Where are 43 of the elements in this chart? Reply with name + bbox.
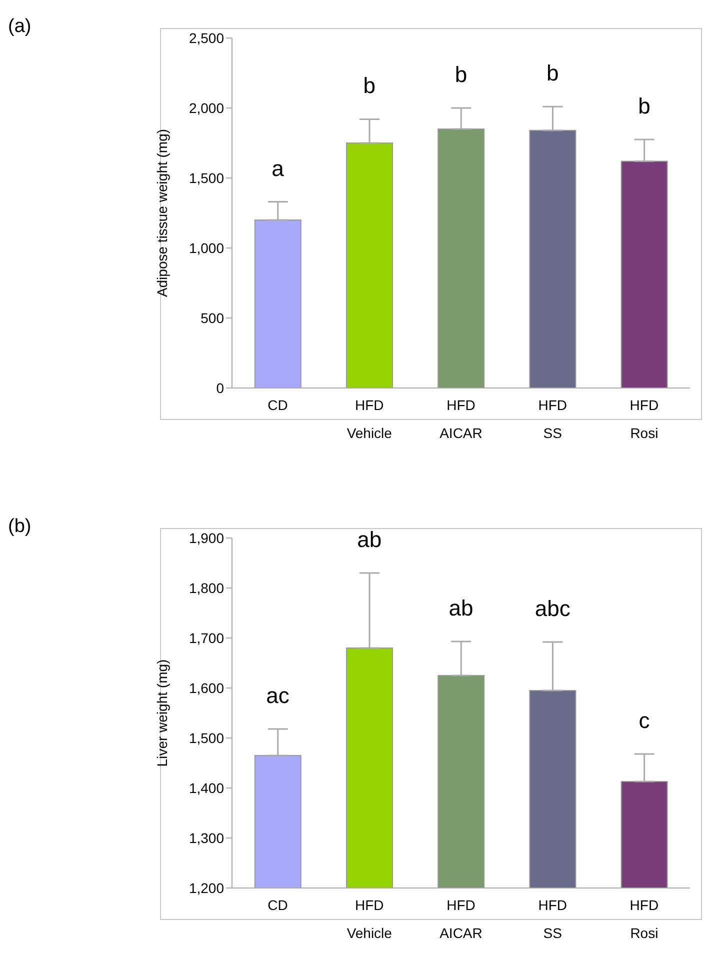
annotation: b bbox=[363, 73, 376, 98]
y-tick-label: 1,500 bbox=[188, 170, 224, 186]
y-tick-label: 1,500 bbox=[188, 730, 224, 746]
y-tick-label: 1,000 bbox=[188, 240, 224, 256]
annotation: b bbox=[546, 60, 559, 86]
y-tick-label: 1,300 bbox=[188, 830, 224, 846]
annotation: a bbox=[272, 156, 285, 181]
bar bbox=[346, 142, 393, 388]
bar bbox=[254, 220, 302, 388]
x-tick-label: HFD AICAR bbox=[440, 397, 482, 441]
x-tick-label: HFD Rosi bbox=[630, 897, 659, 941]
x-tick-label: HFD SS bbox=[538, 897, 567, 941]
y-tick-label: 1,200 bbox=[188, 880, 224, 896]
bar bbox=[620, 160, 668, 388]
y-tick-label: 1,800 bbox=[188, 580, 224, 596]
bar bbox=[438, 128, 485, 388]
bar bbox=[529, 130, 576, 388]
annotation: ab bbox=[448, 596, 474, 620]
x-tick-label: HFD SS bbox=[538, 397, 567, 441]
y-tick-label: 1,600 bbox=[188, 680, 224, 696]
x-tick-label: HFD AICAR bbox=[440, 897, 482, 941]
x-tick-label: HFD Rosi bbox=[630, 397, 659, 441]
y-tick-label: 1,400 bbox=[188, 780, 224, 796]
y-tick-label: 1,700 bbox=[188, 630, 224, 646]
annotation: c bbox=[638, 708, 650, 733]
y-tick-label: 2,000 bbox=[188, 100, 224, 116]
annotation: abc bbox=[534, 596, 570, 621]
y-axis-title: Adipose tissue weight (mg) bbox=[154, 128, 170, 298]
y-axis-title: Liver weight (mg) bbox=[154, 659, 170, 767]
y-tick-label: 500 bbox=[200, 310, 224, 326]
x-tick-label: CD bbox=[268, 897, 288, 913]
x-tick-label: HFD Vehicle bbox=[346, 897, 392, 941]
y-tick-label: 1,900 bbox=[188, 530, 224, 546]
x-tick-label: CD bbox=[268, 397, 288, 413]
x-tick-label: HFD Vehicle bbox=[346, 397, 392, 441]
y-tick-label: 0 bbox=[216, 380, 224, 396]
y-tick-label: 2,500 bbox=[188, 30, 224, 46]
text: (a) bbox=[8, 16, 32, 37]
annotation: ac bbox=[266, 683, 290, 708]
text: (b) bbox=[8, 516, 32, 537]
annotation: b bbox=[454, 62, 468, 87]
annotation: ab bbox=[357, 527, 382, 552]
annotation: b bbox=[638, 94, 650, 118]
